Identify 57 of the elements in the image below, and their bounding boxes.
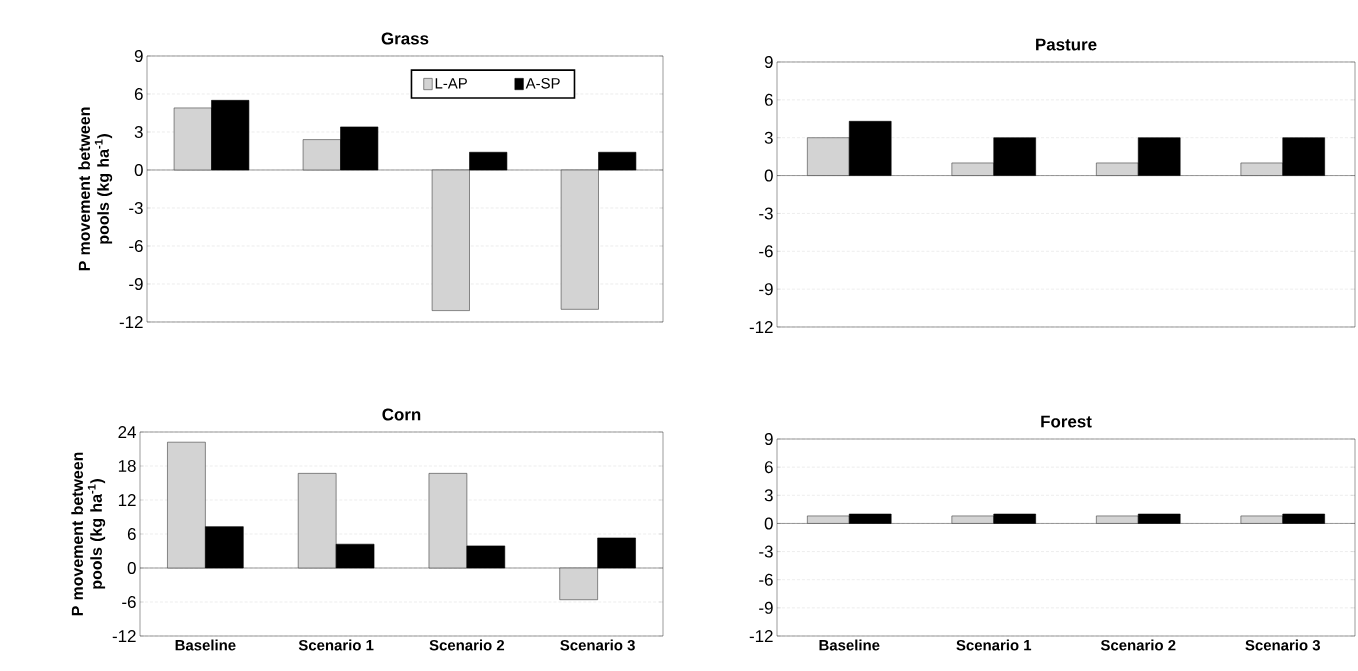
y-tick-label: -9 xyxy=(759,601,773,614)
y-tick-label: 0 xyxy=(134,164,143,176)
y-tick-label: -6 xyxy=(759,573,773,586)
bar xyxy=(302,139,341,171)
y-tick-label: 3 xyxy=(764,131,773,144)
x-tick-label: Baseline xyxy=(175,639,236,651)
legend-label: A-SP xyxy=(525,78,560,89)
y-tick-label: 3 xyxy=(764,489,773,502)
y-tick-label: -6 xyxy=(129,240,143,252)
x-tick-label: Scenario 3 xyxy=(1245,639,1320,651)
y-tick-label: -3 xyxy=(129,202,143,214)
y-tick-label: -12 xyxy=(119,316,143,328)
chart-title: Grass xyxy=(381,32,429,45)
y-tick-label: 6 xyxy=(127,528,136,540)
y-tick-label: -12 xyxy=(112,630,136,642)
y-tick-label: -3 xyxy=(759,207,773,220)
y-tick-label: 6 xyxy=(764,93,773,106)
bar xyxy=(431,169,470,311)
y-tick-label: -3 xyxy=(759,545,773,558)
chart-title: Forest xyxy=(1041,415,1092,428)
bar xyxy=(1096,162,1139,176)
y-tick-label: -9 xyxy=(129,278,143,290)
x-tick-label: Scenario 2 xyxy=(1100,639,1176,651)
y-tick-label: -6 xyxy=(122,596,136,608)
bar xyxy=(297,473,337,569)
x-tick-label: Scenario 1 xyxy=(956,639,1032,651)
bar xyxy=(560,169,599,310)
y-tick-label: 6 xyxy=(764,461,773,474)
y-tick-label: 0 xyxy=(127,562,136,574)
y-tick-label: 18 xyxy=(118,460,136,472)
y-tick-label: -12 xyxy=(749,630,773,642)
y-tick-label: 6 xyxy=(134,88,143,100)
y-tick-label: 0 xyxy=(764,517,773,530)
y-tick-label: -9 xyxy=(759,283,773,296)
bar xyxy=(1240,162,1284,176)
chart-title: Corn xyxy=(382,408,421,421)
y-tick-label: 9 xyxy=(134,50,143,62)
x-tick-label: Scenario 1 xyxy=(298,639,374,651)
bar xyxy=(173,107,212,171)
x-tick-label: Baseline xyxy=(819,639,880,651)
y-tick-label: 3 xyxy=(134,126,143,138)
y-tick-label: -12 xyxy=(749,321,773,333)
y-tick-label: 9 xyxy=(764,56,773,68)
chart-title: Pasture xyxy=(1036,38,1097,51)
y-tick-label: 9 xyxy=(764,433,773,445)
bar xyxy=(559,567,598,601)
y-tick-label: -6 xyxy=(759,245,773,258)
y-tick-label: 24 xyxy=(118,426,136,438)
bar xyxy=(807,137,850,176)
legend-label: L-AP xyxy=(435,78,467,89)
x-tick-label: Scenario 2 xyxy=(429,639,505,651)
y-tick-label: 0 xyxy=(764,169,773,182)
y-tick-label: 12 xyxy=(118,494,136,506)
bar xyxy=(428,473,468,569)
x-tick-label: Scenario 3 xyxy=(560,639,635,651)
bar xyxy=(951,162,995,176)
bar xyxy=(167,441,206,569)
